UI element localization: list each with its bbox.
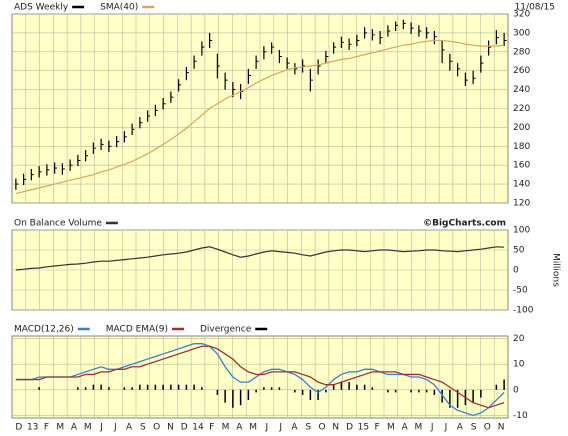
y-tick-label: 160 — [513, 161, 530, 171]
x-tick-label: O — [318, 423, 325, 433]
legend-label: MACD EMA(9) — [106, 325, 168, 335]
x-tick-label: S — [305, 423, 311, 433]
x-tick-label: M — [249, 423, 257, 433]
x-tick-label: O — [153, 423, 160, 433]
x-tick-label: J — [113, 423, 117, 433]
series-line — [15, 345, 505, 409]
y-tick-label: -10 — [513, 411, 528, 421]
date-label: 11/08/15 — [515, 3, 555, 13]
y-tick-label: 50 — [513, 246, 525, 256]
x-tick-label: D — [346, 423, 353, 433]
x-tick-label: N — [498, 423, 505, 433]
y-tick-label: 200 — [513, 123, 530, 133]
x-tick-label: 13 — [27, 423, 38, 433]
x-tick-label: J — [265, 423, 269, 433]
y-tick-label: 320 — [513, 10, 530, 20]
x-tick-label: F — [209, 423, 214, 433]
x-tick-label: A — [236, 423, 243, 433]
x-tick-label: N — [167, 423, 174, 433]
series-line — [15, 39, 505, 195]
x-tick-label: A — [402, 423, 409, 433]
y-tick-label: 0 — [513, 385, 519, 395]
y-tick-label: 300 — [513, 28, 530, 38]
x-tick-label: J — [278, 423, 282, 433]
x-tick-label: J — [99, 423, 103, 433]
x-tick-label: M — [84, 423, 92, 433]
y-tick-label: 0 — [513, 266, 519, 276]
x-tick-label: O — [484, 423, 491, 433]
x-tick-label: S — [140, 423, 146, 433]
y-tick-label: 280 — [513, 47, 530, 57]
y-tick-label: 10 — [513, 360, 525, 370]
legend-label: Divergence — [200, 325, 252, 335]
x-tick-label: F — [375, 423, 380, 433]
x-tick-label: A — [126, 423, 133, 433]
y-tick-label: -100 — [513, 306, 534, 316]
x-tick-label: 15 — [358, 423, 369, 433]
x-tick-label: J — [444, 423, 448, 433]
y-tick-label: 220 — [513, 104, 530, 114]
x-tick-label: N — [332, 423, 339, 433]
series-line — [15, 246, 505, 271]
x-tick-label: J — [430, 423, 434, 433]
x-tick-label: M — [56, 423, 64, 433]
y-tick-label: 240 — [513, 85, 530, 95]
y-tick-label: 140 — [513, 180, 530, 190]
x-tick-label: F — [44, 423, 49, 433]
x-tick-label: M — [222, 423, 230, 433]
y-tick-label: 260 — [513, 66, 530, 76]
x-tick-label: S — [471, 423, 477, 433]
y-tick-label: 100 — [513, 226, 530, 236]
y-tick-label: -50 — [513, 286, 528, 296]
legend-label: MACD(12,26) — [14, 325, 74, 335]
y-axis-label: Millions — [551, 253, 561, 287]
x-tick-label: 14 — [192, 423, 204, 433]
legend-label: SMA(40) — [100, 3, 138, 13]
y-tick-label: 120 — [513, 199, 530, 209]
source-label: ©BigCharts.com — [423, 219, 506, 229]
y-tick-label: 180 — [513, 142, 530, 152]
x-tick-label: D — [15, 423, 22, 433]
x-tick-label: A — [71, 423, 78, 433]
x-tick-label: A — [457, 423, 464, 433]
x-tick-label: A — [291, 423, 298, 433]
legend-label: On Balance Volume — [14, 219, 102, 229]
x-tick-label: D — [181, 423, 188, 433]
legend-label: ADS Weekly — [14, 3, 69, 13]
x-tick-label: M — [387, 423, 395, 433]
x-tick-label: M — [415, 423, 423, 433]
y-tick-label: 20 — [513, 334, 525, 344]
